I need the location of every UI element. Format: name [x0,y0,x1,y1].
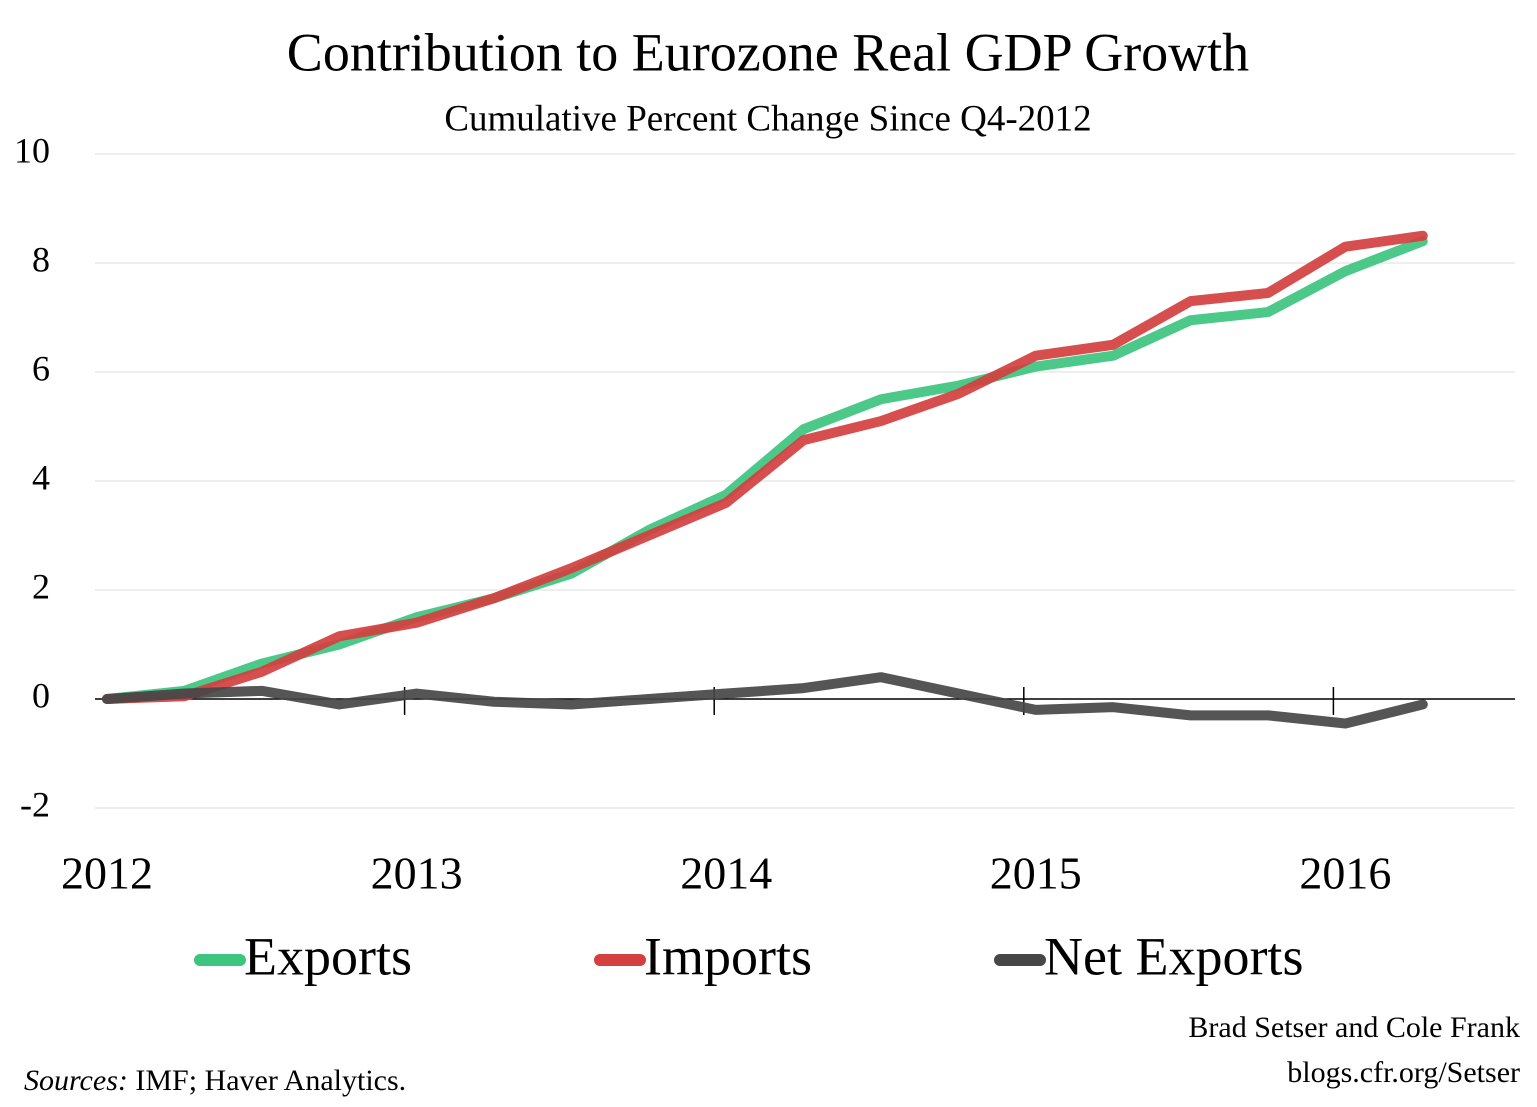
y-tick-label: 2 [32,566,50,606]
line-series [102,672,1428,729]
y-tick-label: 6 [32,348,50,388]
legend-label: Imports [644,926,812,986]
sources-label: Sources: [24,1064,128,1097]
y-tick-label: 10 [14,130,50,170]
y-tick-label: 0 [32,675,50,715]
x-tick-label: 2012 [61,848,153,899]
x-tick-label: 2016 [1299,848,1391,899]
legend-label: Net Exports [1044,926,1303,986]
sources-note: Sources: IMF; Haver Analytics. [24,1064,406,1097]
legend-label: Exports [244,926,412,986]
y-tick-label: -2 [20,784,50,824]
credit: Brad Setser and Cole Frank [1188,1011,1520,1044]
credit: blogs.cfr.org/Setser [1287,1056,1520,1089]
line-series [102,230,1428,704]
sources-text: IMF; Haver Analytics. [135,1064,406,1097]
x-tick-label: 2015 [990,848,1082,899]
x-tick-label: 2013 [371,848,463,899]
chart-subtitle: Cumulative Percent Change Since Q4-2012 [444,98,1091,139]
chart-title: Contribution to Eurozone Real GDP Growth [287,22,1249,82]
x-tick-label: 2014 [680,848,772,899]
y-tick-label: 8 [32,239,50,279]
y-tick-label: 4 [32,457,50,497]
